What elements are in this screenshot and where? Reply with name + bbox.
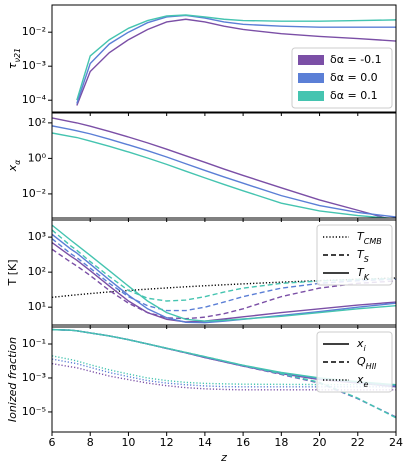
- y-axis-label-main: Ionized fraction: [6, 337, 19, 422]
- legend-swatch: [298, 55, 324, 65]
- legend-swatch: [298, 73, 324, 83]
- y-axis-label: τν21: [6, 48, 22, 69]
- series-line: [52, 233, 396, 324]
- legend-label-main: Q: [357, 355, 366, 368]
- series-line: [52, 229, 396, 302]
- legend-box: [316, 224, 393, 286]
- plot-frame: [51, 4, 397, 113]
- series-line: [76, 14, 396, 101]
- legend-label: δα = 0.1: [330, 89, 378, 102]
- y-axis-label-sub: ν21: [13, 48, 22, 63]
- series-line: [52, 117, 389, 218]
- legend-label-main: T: [357, 248, 365, 261]
- x-tick-label: 12: [160, 436, 174, 449]
- y-tick-label: 10⁰: [28, 151, 47, 164]
- legend-label: QHII: [357, 355, 377, 371]
- plot-area: [52, 224, 396, 324]
- y-tick-label: 10²: [28, 265, 46, 278]
- x-axis-label: z: [220, 451, 227, 464]
- legend-label-main: T: [357, 230, 365, 243]
- series-line: [52, 362, 396, 391]
- y-tick-label: 10⁻³: [22, 59, 46, 72]
- legend-label: TK: [357, 266, 370, 282]
- y-axis-label-main: T [K]: [6, 259, 19, 286]
- legend-label-main: x: [356, 373, 364, 386]
- legend-label-sub: e: [364, 380, 369, 389]
- legend-label-sub: HII: [366, 362, 377, 371]
- y-axis-label-sub: α: [13, 159, 22, 165]
- legend-label: xe: [356, 373, 369, 389]
- legend-label: xi: [356, 337, 367, 353]
- x-tick-label: 10: [121, 436, 135, 449]
- x-tick-label: 6: [49, 436, 56, 449]
- series-line: [76, 14, 396, 104]
- y-tick-label: 10³: [28, 230, 46, 243]
- legend-label-main: T: [357, 266, 365, 279]
- series-line: [52, 248, 396, 320]
- legend-label: TS: [357, 248, 369, 264]
- y-tick-label: 10⁻²: [22, 25, 46, 38]
- x-tick-label: 14: [198, 436, 212, 449]
- legend-label-sub: CMB: [364, 237, 382, 246]
- series-line: [52, 358, 396, 388]
- series-line: [52, 355, 396, 386]
- y-tick-label: 10⁻³: [22, 371, 46, 384]
- legend-label-sub: i: [364, 344, 367, 353]
- series-line: [76, 18, 396, 106]
- x-tick-label: 22: [351, 436, 365, 449]
- y-axis-label: xα: [6, 159, 22, 173]
- x-tick-label: 20: [313, 436, 327, 449]
- legend-label-sub: K: [364, 273, 370, 282]
- series-line: [52, 224, 396, 322]
- x-tick-label: 8: [87, 436, 94, 449]
- y-tick-label: 10²: [28, 116, 46, 129]
- plot-area: [76, 14, 396, 106]
- y-tick-label: 10⁻²: [22, 187, 46, 200]
- series-line: [52, 328, 396, 386]
- plot-area: [52, 117, 396, 218]
- plot-frame: [51, 326, 397, 433]
- legend-label-sub: S: [364, 255, 369, 264]
- x-tick-label: 24: [389, 436, 403, 449]
- legend-label: δα = -0.1: [330, 53, 382, 66]
- y-axis-label-main: τ: [6, 62, 19, 69]
- y-tick-label: 10⁻¹: [22, 337, 46, 350]
- legend-label: TCMB: [357, 230, 382, 246]
- y-axis-label: T [K]: [6, 259, 19, 286]
- y-axis-label: Ionized fraction: [6, 337, 19, 422]
- series-line: [52, 125, 396, 218]
- y-axis-label-main: x: [6, 164, 19, 172]
- y-tick-label: 10⁻⁵: [22, 405, 46, 418]
- series-line: [52, 132, 396, 218]
- legend-swatch: [298, 91, 324, 101]
- legend-box: [316, 331, 393, 393]
- y-tick-label: 10⁻⁴: [22, 93, 47, 106]
- y-tick-label: 10¹: [28, 300, 46, 313]
- plot-area: [52, 328, 396, 419]
- x-tick-label: 18: [274, 436, 288, 449]
- x-tick-label: 16: [236, 436, 250, 449]
- plot-frame: [51, 112, 397, 219]
- legend-label-main: x: [356, 337, 364, 350]
- legend-label: δα = 0.0: [330, 71, 378, 84]
- series-line: [52, 238, 396, 312]
